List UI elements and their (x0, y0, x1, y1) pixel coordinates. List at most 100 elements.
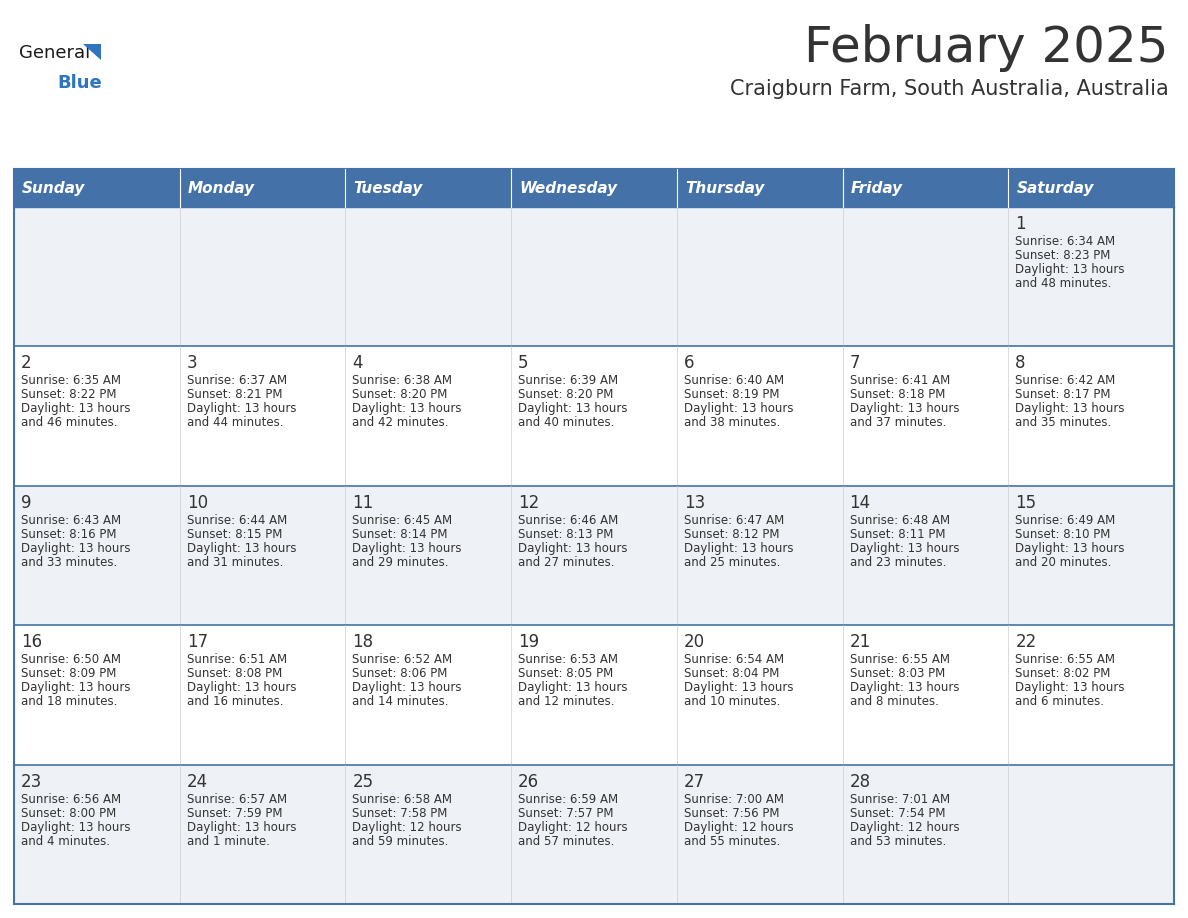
Text: Daylight: 13 hours: Daylight: 13 hours (187, 821, 296, 834)
Text: 21: 21 (849, 633, 871, 651)
Bar (842, 207, 1009, 346)
Text: 18: 18 (353, 633, 373, 651)
Text: and 6 minutes.: and 6 minutes. (1016, 695, 1105, 708)
Text: Sunrise: 6:34 AM: Sunrise: 6:34 AM (1016, 235, 1116, 248)
Text: Daylight: 13 hours: Daylight: 13 hours (21, 542, 131, 554)
Text: Sunrise: 6:41 AM: Sunrise: 6:41 AM (849, 375, 950, 387)
Bar (346, 207, 511, 346)
Text: Daylight: 12 hours: Daylight: 12 hours (849, 821, 959, 834)
Text: Daylight: 13 hours: Daylight: 13 hours (353, 542, 462, 554)
Text: Sunrise: 6:39 AM: Sunrise: 6:39 AM (518, 375, 618, 387)
Text: Daylight: 12 hours: Daylight: 12 hours (684, 821, 794, 834)
Polygon shape (83, 44, 101, 60)
Text: Sunset: 8:05 PM: Sunset: 8:05 PM (518, 667, 613, 680)
Text: Daylight: 13 hours: Daylight: 13 hours (849, 681, 959, 694)
Text: Daylight: 13 hours: Daylight: 13 hours (518, 542, 627, 554)
Bar (14, 765, 179, 904)
Text: Daylight: 13 hours: Daylight: 13 hours (187, 681, 296, 694)
Text: 12: 12 (518, 494, 539, 512)
Bar (179, 486, 346, 625)
Text: Sunset: 8:19 PM: Sunset: 8:19 PM (684, 388, 779, 401)
Text: Sunrise: 6:55 AM: Sunrise: 6:55 AM (1016, 654, 1116, 666)
Text: 19: 19 (518, 633, 539, 651)
Text: and 31 minutes.: and 31 minutes. (187, 555, 283, 569)
Bar (511, 765, 677, 904)
Bar (179, 625, 346, 765)
Text: and 55 minutes.: and 55 minutes. (684, 834, 781, 847)
Text: and 40 minutes.: and 40 minutes. (518, 417, 614, 430)
Bar (1009, 169, 1174, 207)
Text: and 14 minutes.: and 14 minutes. (353, 695, 449, 708)
Text: Sunset: 8:00 PM: Sunset: 8:00 PM (21, 807, 116, 820)
Bar (677, 207, 842, 346)
Text: Sunrise: 6:51 AM: Sunrise: 6:51 AM (187, 654, 286, 666)
Text: 17: 17 (187, 633, 208, 651)
Text: and 16 minutes.: and 16 minutes. (187, 695, 283, 708)
Text: Sunrise: 6:52 AM: Sunrise: 6:52 AM (353, 654, 453, 666)
Text: Daylight: 13 hours: Daylight: 13 hours (353, 402, 462, 416)
Text: Daylight: 13 hours: Daylight: 13 hours (21, 681, 131, 694)
Text: and 29 minutes.: and 29 minutes. (353, 555, 449, 569)
Text: Sunrise: 6:59 AM: Sunrise: 6:59 AM (518, 792, 618, 806)
Bar (842, 346, 1009, 486)
Text: and 4 minutes.: and 4 minutes. (21, 834, 110, 847)
Text: Sunrise: 6:54 AM: Sunrise: 6:54 AM (684, 654, 784, 666)
Text: Sunset: 8:22 PM: Sunset: 8:22 PM (21, 388, 116, 401)
Text: 22: 22 (1016, 633, 1037, 651)
Text: Sunset: 7:56 PM: Sunset: 7:56 PM (684, 807, 779, 820)
Text: Blue: Blue (57, 74, 102, 92)
Text: Sunset: 8:02 PM: Sunset: 8:02 PM (1016, 667, 1111, 680)
Text: Daylight: 13 hours: Daylight: 13 hours (518, 402, 627, 416)
Text: Sunrise: 6:43 AM: Sunrise: 6:43 AM (21, 514, 121, 527)
Text: Monday: Monday (188, 181, 255, 196)
Bar (511, 169, 677, 207)
Text: Wednesday: Wednesday (519, 181, 618, 196)
Text: Sunrise: 6:44 AM: Sunrise: 6:44 AM (187, 514, 287, 527)
Text: Sunrise: 6:49 AM: Sunrise: 6:49 AM (1016, 514, 1116, 527)
Bar (842, 625, 1009, 765)
Text: and 35 minutes.: and 35 minutes. (1016, 417, 1112, 430)
Bar (346, 486, 511, 625)
Text: and 20 minutes.: and 20 minutes. (1016, 555, 1112, 569)
Text: Daylight: 13 hours: Daylight: 13 hours (353, 681, 462, 694)
Bar (511, 486, 677, 625)
Text: Daylight: 13 hours: Daylight: 13 hours (684, 402, 794, 416)
Text: 4: 4 (353, 354, 362, 373)
Text: 13: 13 (684, 494, 706, 512)
Bar (14, 625, 179, 765)
Text: Daylight: 13 hours: Daylight: 13 hours (1016, 681, 1125, 694)
Text: 11: 11 (353, 494, 374, 512)
Bar (179, 169, 346, 207)
Text: Sunset: 8:13 PM: Sunset: 8:13 PM (518, 528, 613, 541)
Text: Friday: Friday (851, 181, 903, 196)
Text: 1: 1 (1016, 215, 1026, 233)
Text: Sunrise: 6:50 AM: Sunrise: 6:50 AM (21, 654, 121, 666)
Text: Sunset: 8:14 PM: Sunset: 8:14 PM (353, 528, 448, 541)
Text: Sunrise: 6:57 AM: Sunrise: 6:57 AM (187, 792, 286, 806)
Text: Daylight: 13 hours: Daylight: 13 hours (849, 402, 959, 416)
Text: Sunset: 8:03 PM: Sunset: 8:03 PM (849, 667, 944, 680)
Text: and 53 minutes.: and 53 minutes. (849, 834, 946, 847)
Text: Daylight: 13 hours: Daylight: 13 hours (1016, 402, 1125, 416)
Bar (14, 207, 179, 346)
Text: and 27 minutes.: and 27 minutes. (518, 555, 614, 569)
Text: and 38 minutes.: and 38 minutes. (684, 417, 781, 430)
Text: 23: 23 (21, 773, 43, 790)
Text: 8: 8 (1016, 354, 1025, 373)
Text: Sunset: 8:08 PM: Sunset: 8:08 PM (187, 667, 282, 680)
Bar (842, 486, 1009, 625)
Text: and 59 minutes.: and 59 minutes. (353, 834, 449, 847)
Text: Daylight: 13 hours: Daylight: 13 hours (1016, 542, 1125, 554)
Text: Sunset: 7:58 PM: Sunset: 7:58 PM (353, 807, 448, 820)
Text: Sunset: 8:15 PM: Sunset: 8:15 PM (187, 528, 282, 541)
Text: Sunrise: 6:47 AM: Sunrise: 6:47 AM (684, 514, 784, 527)
Bar (1009, 765, 1174, 904)
Text: Sunset: 7:54 PM: Sunset: 7:54 PM (849, 807, 946, 820)
Text: Daylight: 13 hours: Daylight: 13 hours (187, 542, 296, 554)
Text: and 18 minutes.: and 18 minutes. (21, 695, 118, 708)
Bar (14, 169, 179, 207)
Bar (1009, 346, 1174, 486)
Bar (677, 486, 842, 625)
Text: Sunset: 8:06 PM: Sunset: 8:06 PM (353, 667, 448, 680)
Text: Sunrise: 6:42 AM: Sunrise: 6:42 AM (1016, 375, 1116, 387)
